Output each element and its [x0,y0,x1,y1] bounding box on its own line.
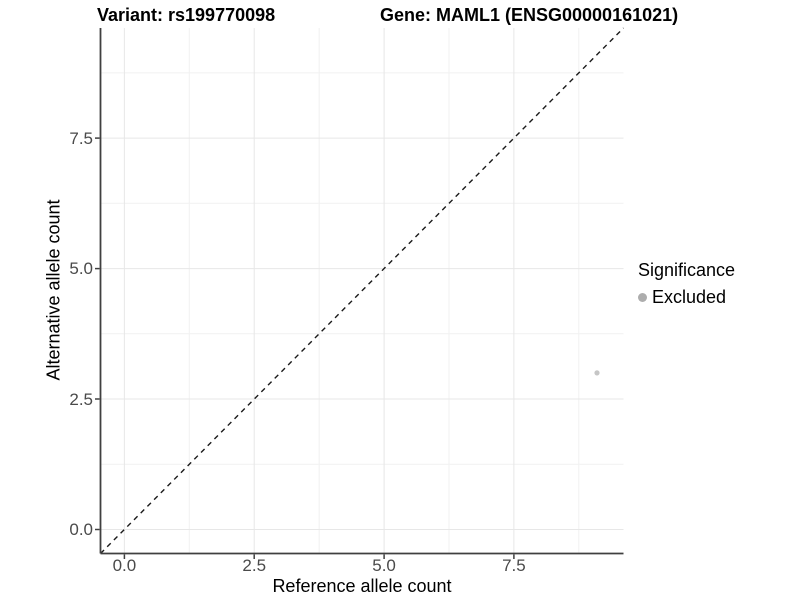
x-tick-label: 5.0 [372,556,396,575]
legend-key-dot [638,293,647,302]
legend: Significance Excluded [638,260,735,308]
y-tick-label: 7.5 [69,128,93,148]
plot-title-gene: Gene: MAML1 (ENSG00000161021) [380,5,679,25]
y-tick-label: 0.0 [69,519,93,539]
x-tick-label: 0.0 [112,556,137,575]
x-tick-label: 7.5 [502,556,526,575]
y-tick-label: 5.0 [69,259,93,279]
legend-item-excluded: Excluded [638,287,735,308]
plot-title-variant: Variant: rs199770098 [97,5,276,25]
reference-line-identity [100,27,624,554]
legend-title: Significance [638,260,736,280]
legend-item-label: Excluded [652,287,727,307]
y-tick-label: 2.5 [69,389,93,409]
y-axis-title: Alternative allele count [43,199,64,381]
x-tick-label: 2.5 [242,556,267,575]
data-point [594,370,600,376]
x-axis-title: Reference allele count [272,576,452,596]
